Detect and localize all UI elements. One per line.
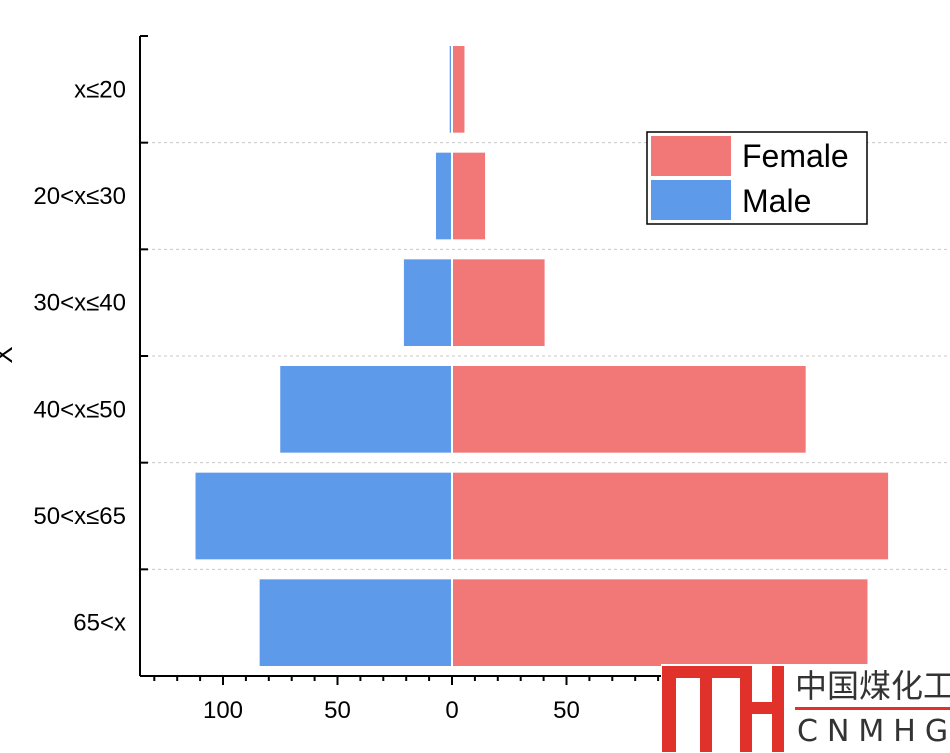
x-tick-label: 0: [445, 697, 458, 724]
bar-male-3: [280, 366, 451, 453]
category-label: x≤20: [74, 76, 126, 103]
bar-female-3: [453, 366, 806, 453]
watermark-mark-icon: [662, 666, 784, 752]
category-label: 65<x: [73, 610, 126, 637]
category-label: 40<x≤50: [33, 396, 126, 423]
x-tick-label: 50: [324, 697, 351, 724]
bar-female-2: [453, 259, 545, 346]
bar-female-1: [453, 152, 486, 240]
bars: [195, 46, 889, 666]
legend: Female Male: [646, 131, 868, 225]
watermark-text-cn: 中国煤化工: [795, 667, 950, 705]
bar-male-2: [403, 259, 451, 346]
legend-label-male: Male: [742, 183, 811, 219]
watermark-logo: 中国煤化工 CNMHG: [661, 664, 950, 753]
bar-female-4: [453, 472, 889, 560]
x-tick-label: 50: [553, 697, 580, 724]
watermark-divider: [795, 707, 950, 710]
category-label: 20<x≤30: [33, 183, 126, 210]
legend-swatch-female: [651, 136, 731, 176]
bar-male-0: [449, 46, 451, 133]
bar-male-4: [195, 472, 451, 560]
bar-male-1: [435, 152, 451, 240]
bar-female-0: [453, 46, 465, 133]
legend-label-female: Female: [742, 138, 849, 174]
y-axis-title: X: [0, 346, 18, 363]
legend-swatch-male: [651, 180, 731, 220]
bar-female-5: [453, 579, 868, 666]
labels: x≤20 20<x≤30 30<x≤40 40<x≤50 50<x≤65 65<x 100 5…: [33, 76, 579, 724]
watermark-text-en: CNMHG: [797, 714, 950, 749]
category-label: 30<x≤40: [33, 290, 126, 317]
bar-male-5: [259, 579, 451, 666]
category-label: 50<x≤65: [33, 503, 126, 530]
x-tick-label: 100: [203, 697, 243, 724]
